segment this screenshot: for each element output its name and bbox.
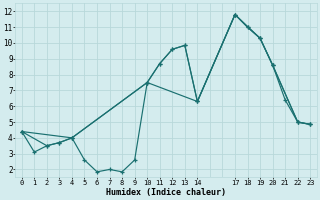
X-axis label: Humidex (Indice chaleur): Humidex (Indice chaleur): [106, 188, 226, 197]
